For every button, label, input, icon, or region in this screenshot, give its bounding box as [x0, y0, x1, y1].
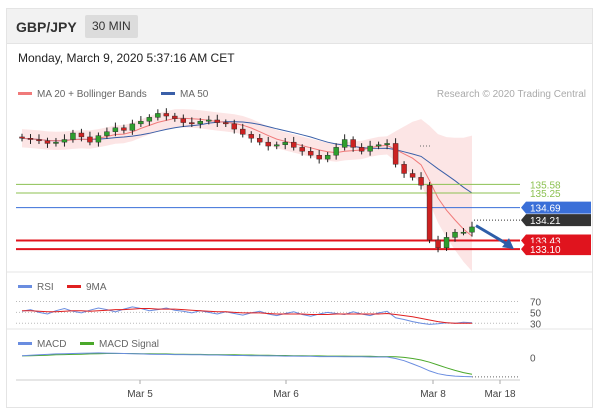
candle-body	[172, 115, 178, 119]
macd-signal-legend-swatch	[80, 342, 94, 345]
candle-body	[104, 131, 110, 136]
macd-tick-0: 0	[530, 353, 536, 364]
candle-body	[418, 177, 424, 186]
candle-body	[223, 122, 229, 125]
candle-body	[19, 136, 25, 139]
level-label-135-58: 135.58	[530, 180, 561, 191]
candle-body	[401, 164, 407, 174]
rsi-tick-30: 30	[530, 319, 542, 330]
candle-body	[240, 128, 246, 135]
candle-body	[27, 138, 34, 140]
candle-body	[36, 139, 42, 142]
candle-body	[452, 231, 458, 238]
level-label-134-21: 134.21	[530, 216, 561, 227]
candle-body	[392, 143, 399, 165]
rsi-legend-label: RSI	[37, 282, 54, 293]
ma20-legend-label: MA 20 + Bollinger Bands	[37, 89, 147, 100]
x-tick-mar-8: Mar 8	[420, 389, 446, 400]
chart-header: GBP/JPY 30 MIN	[7, 9, 592, 44]
candle-body	[129, 123, 136, 131]
candle-body	[265, 141, 271, 147]
candle-body	[180, 118, 187, 123]
level-label-135-25: 135.25	[530, 189, 561, 200]
rsi9-legend-swatch	[67, 285, 81, 288]
candle-body	[282, 141, 288, 145]
candle-body	[206, 119, 212, 122]
candle-body	[53, 141, 59, 144]
candle-body	[274, 144, 280, 147]
candle-body	[384, 143, 390, 145]
candle-body	[358, 147, 365, 152]
watermark: Research © 2020 Trading Central	[437, 89, 586, 100]
macd-signal-legend-label: MACD Signal	[99, 339, 159, 350]
symbol-label: GBP/JPY	[16, 19, 77, 35]
candle-body	[460, 231, 467, 234]
candle-body	[197, 121, 204, 125]
candle-body	[138, 121, 144, 125]
candle-body	[435, 239, 441, 249]
macd-line	[21, 352, 473, 378]
x-tick-mar-18: Mar 18	[484, 389, 516, 400]
rsi-line	[21, 306, 473, 325]
rsi-tick-50: 50	[530, 308, 542, 319]
x-tick-mar-6: Mar 6	[273, 389, 299, 400]
forecast-arrow-head	[502, 238, 514, 250]
candle-body	[214, 119, 220, 123]
level-label-134-69: 134.69	[530, 204, 561, 215]
macd-signal-line	[21, 353, 473, 375]
level-label-133-43: 133.43	[530, 237, 561, 248]
candle-body	[44, 140, 51, 144]
candle-body	[307, 151, 314, 156]
ma50-legend-label: MA 50	[180, 89, 209, 100]
ma50-legend-swatch	[161, 92, 175, 95]
candle-body	[189, 122, 195, 125]
candle-body	[257, 138, 263, 143]
candle-body	[316, 154, 322, 160]
candle-body	[163, 113, 170, 117]
candle-body	[231, 123, 237, 130]
candle-body	[248, 134, 254, 139]
x-tick-mar-5: Mar 5	[127, 389, 153, 400]
pivot-level-tag	[521, 201, 591, 214]
rsi-tick-70: 70	[530, 297, 542, 308]
candle-body	[61, 139, 68, 143]
candle-body	[290, 141, 297, 148]
candle-body	[375, 144, 382, 147]
timeframe-button[interactable]: 30 MIN	[85, 15, 138, 38]
datetime-label: Monday, March 9, 2020 5:37:16 AM CET	[18, 51, 235, 65]
candle-body	[443, 237, 450, 249]
candle-body	[299, 147, 305, 152]
candle-body	[469, 226, 475, 233]
macd-legend-swatch	[18, 342, 32, 345]
ma20-legend-swatch	[18, 92, 32, 95]
candle-body	[95, 135, 102, 143]
level-label-133-10: 133.10	[530, 245, 561, 256]
support-level-tag	[521, 243, 591, 256]
candle-body	[367, 145, 373, 152]
macd-legend-label: MACD	[37, 339, 66, 350]
forecast-arrow	[475, 224, 510, 247]
rsi-legend-swatch	[18, 285, 32, 288]
candle-body	[78, 132, 85, 138]
candle-body	[324, 154, 331, 160]
candle-body	[341, 139, 348, 148]
rsi9-line	[22, 308, 472, 324]
candle-body	[333, 147, 339, 156]
candle-body	[121, 127, 127, 131]
candle-body	[112, 127, 119, 132]
candle-body	[70, 132, 76, 140]
candle-body	[350, 139, 356, 148]
candle-body	[409, 173, 416, 178]
rsi9-legend-label: 9MA	[86, 282, 107, 293]
candle-body	[146, 117, 153, 122]
candle-body	[155, 113, 161, 118]
candle-body	[426, 184, 433, 241]
current-level-tag	[521, 214, 591, 227]
candle-body	[87, 136, 93, 143]
